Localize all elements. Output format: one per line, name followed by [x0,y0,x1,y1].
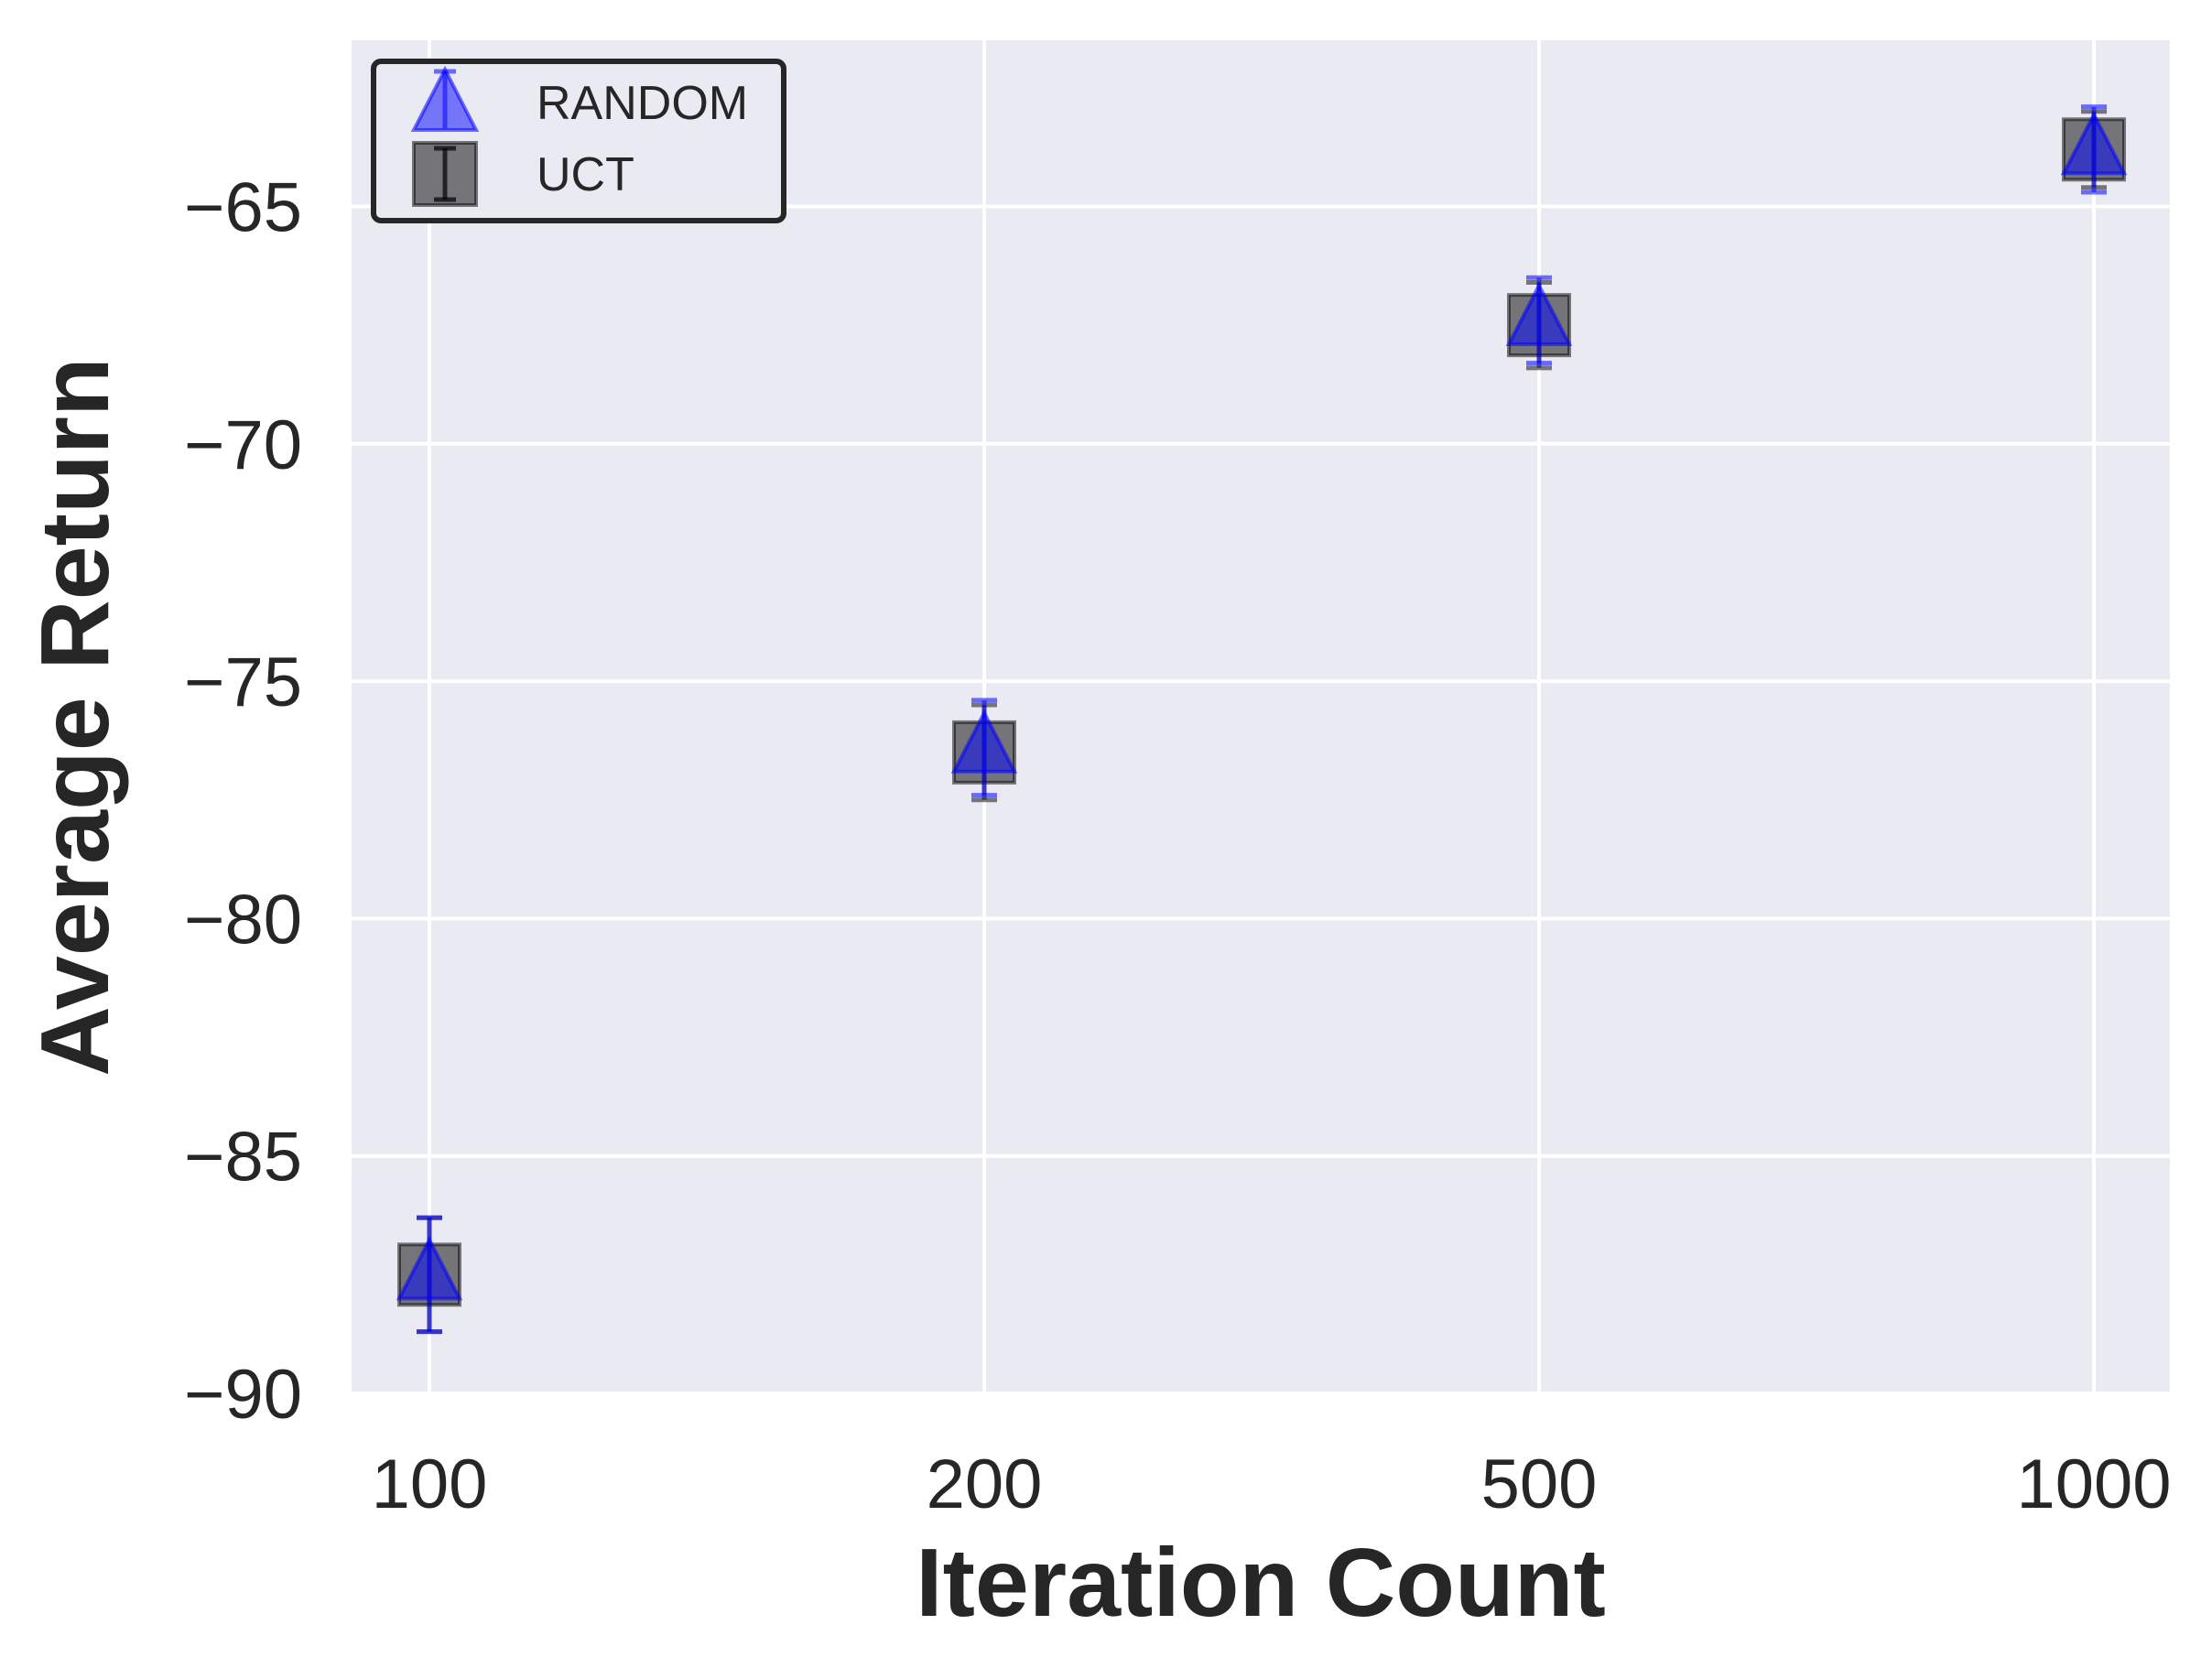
y-tick-label: −80 [184,881,302,959]
legend-random-marker [410,65,480,132]
x-tick-label: 100 [372,1446,488,1523]
random-point [950,709,1018,774]
plot-area [352,40,2170,1393]
random-point [396,1235,463,1301]
y-tick-label: −85 [184,1119,302,1197]
tick-labels: −90 −85 −80 −75 −70 −65 100 200 500 1000 [184,169,2171,1523]
y-tick-label: −70 [184,406,302,484]
y-tick-label: −90 [184,1356,302,1434]
y-tick-label: −75 [184,644,302,721]
legend-uct-label: UCT [537,148,634,201]
data-marks [396,104,2128,1335]
x-axis-title: Iteration Count [916,1529,1606,1637]
x-tick-label: 500 [1481,1446,1598,1523]
y-axis-title: Average Return [21,357,129,1076]
legend: RANDOM UCT [371,59,786,223]
x-tick-label: 1000 [2016,1446,2171,1523]
y-tick-label: −65 [184,169,302,247]
random-point [1505,281,1573,346]
random-point [2060,110,2128,176]
legend-random-label: RANDOM [537,77,748,130]
x-tick-label: 200 [927,1446,1043,1523]
